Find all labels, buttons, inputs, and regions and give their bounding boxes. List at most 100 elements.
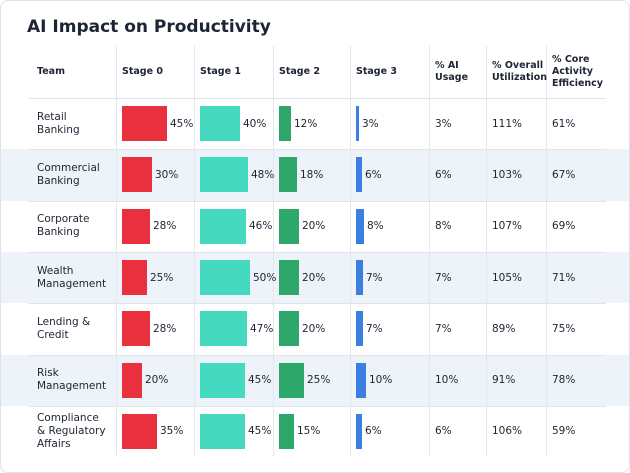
column-separator <box>546 46 547 458</box>
bar-label: 40% <box>243 117 267 130</box>
stage-cell: 50% <box>200 252 277 303</box>
stage-cell: 10% <box>356 355 429 406</box>
stage-cell: 25% <box>279 355 350 406</box>
data-bar <box>279 106 291 142</box>
bar-label: 35% <box>160 425 184 438</box>
data-bar <box>279 157 297 193</box>
title: AI Impact on Productivity <box>27 17 271 37</box>
data-bar <box>122 362 142 398</box>
column-header: Stage 3 <box>356 66 397 77</box>
bar-label: 15% <box>297 425 321 438</box>
data-bar <box>356 413 362 449</box>
metric-value: 3% <box>435 117 452 130</box>
stage-cell: 6% <box>356 149 429 200</box>
bar-label: 6% <box>365 425 382 438</box>
team-name: Corporate Banking <box>37 213 90 239</box>
data-bar <box>200 311 247 347</box>
stage-cell: 20% <box>279 303 350 354</box>
column-header: Stage 1 <box>200 66 241 77</box>
metric-value: 8% <box>435 220 452 233</box>
data-bar <box>356 106 359 142</box>
metric-value: 61% <box>552 117 576 130</box>
metric-value: 103% <box>492 168 523 181</box>
bar-label: 20% <box>302 220 326 233</box>
stage-cell: 3% <box>356 98 429 149</box>
metric-value: 71% <box>552 271 576 284</box>
stage-cell: 7% <box>356 252 429 303</box>
bar-label: 7% <box>366 322 383 335</box>
metric-value: 7% <box>435 271 452 284</box>
row-divider <box>29 200 606 202</box>
bar-label: 25% <box>307 374 331 387</box>
bar-label: 6% <box>365 168 382 181</box>
row-background <box>1 354 629 406</box>
bar-label: 8% <box>367 220 384 233</box>
bar-label: 12% <box>294 117 318 130</box>
stage-cell: 46% <box>200 201 273 252</box>
data-bar <box>122 413 157 449</box>
data-bar <box>200 413 245 449</box>
team-name: Commercial Banking <box>37 161 100 187</box>
data-bar <box>200 157 248 193</box>
bar-label: 47% <box>250 322 274 335</box>
bar-label: 10% <box>369 374 393 387</box>
stage-cell: 25% <box>122 252 194 303</box>
row-background <box>1 149 629 201</box>
bar-label: 50% <box>253 271 277 284</box>
stage-cell: 15% <box>279 406 350 457</box>
stage-cell: 30% <box>122 149 194 200</box>
team-name: Risk Management <box>37 367 107 393</box>
column-header: % Overall Utilization <box>492 60 548 83</box>
stage-cell: 48% <box>200 149 274 200</box>
stage-cell: 40% <box>200 98 273 149</box>
data-bar <box>356 208 364 244</box>
metric-value: 75% <box>552 322 576 335</box>
metric-value: 7% <box>435 322 452 335</box>
stage-cell: 28% <box>122 303 194 354</box>
metric-value: 111% <box>492 117 523 130</box>
metric-value: 6% <box>435 425 452 438</box>
team-name: Wealth Management <box>37 264 107 290</box>
row-divider <box>29 405 606 407</box>
stage-cell: 12% <box>279 98 350 149</box>
bar-label: 20% <box>302 271 326 284</box>
column-separator <box>273 46 274 458</box>
metric-value: 67% <box>552 168 576 181</box>
stage-cell: 8% <box>356 201 429 252</box>
bar-label: 45% <box>248 374 272 387</box>
data-bar <box>122 260 147 296</box>
stage-cell: 45% <box>200 355 273 406</box>
stage-cell: 20% <box>122 355 194 406</box>
column-separator <box>350 46 351 458</box>
bar-label: 3% <box>362 117 379 130</box>
bar-label: 7% <box>366 271 383 284</box>
bar-label: 20% <box>302 322 326 335</box>
stage-cell: 7% <box>356 303 429 354</box>
data-bar <box>122 157 152 193</box>
row-background <box>1 251 629 304</box>
data-bar <box>200 208 246 244</box>
column-header: Team <box>37 66 65 77</box>
stage-cell: 18% <box>279 149 350 200</box>
metric-value: 107% <box>492 220 523 233</box>
stage-cell: 28% <box>122 201 194 252</box>
data-bar <box>200 260 250 296</box>
data-bar <box>279 362 304 398</box>
stage-cell: 20% <box>279 252 350 303</box>
data-bar <box>122 208 150 244</box>
metric-value: 105% <box>492 271 523 284</box>
data-bar <box>200 106 240 142</box>
column-separator <box>194 46 195 458</box>
metric-value: 78% <box>552 374 576 387</box>
team-name: Lending & Credit <box>37 315 91 341</box>
column-header: % AI Usage <box>435 60 469 83</box>
bar-label: 18% <box>300 168 324 181</box>
bar-label: 28% <box>153 322 177 335</box>
bar-label: 20% <box>145 374 169 387</box>
bar-label: 25% <box>150 271 174 284</box>
column-separator <box>116 46 117 458</box>
data-bar <box>122 311 150 347</box>
metric-value: 6% <box>435 168 452 181</box>
bar-label: 45% <box>170 117 194 130</box>
row-divider <box>29 303 606 305</box>
